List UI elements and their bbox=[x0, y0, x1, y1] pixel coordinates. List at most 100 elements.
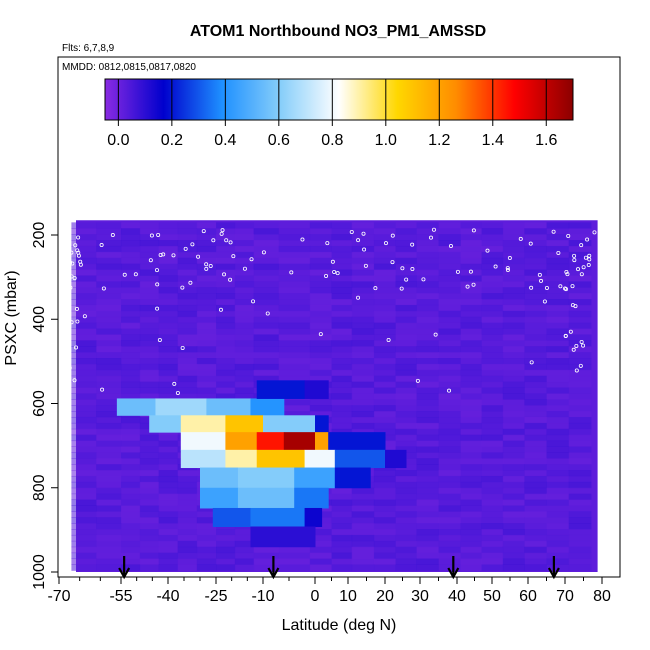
heatmap-cell bbox=[196, 234, 217, 241]
heatmap-cell bbox=[481, 458, 504, 465]
heatmap-cell bbox=[216, 393, 236, 400]
heatmap-cell bbox=[351, 416, 375, 424]
heatmap-cell bbox=[568, 428, 592, 436]
heatmap-cell bbox=[481, 552, 504, 560]
heatmap-cell bbox=[253, 257, 280, 265]
heatmap-cell bbox=[438, 275, 461, 282]
heatmap-cell bbox=[438, 440, 461, 447]
heatmap-cell bbox=[71, 470, 97, 477]
heatmap-cell bbox=[253, 228, 280, 235]
heatmap-cell bbox=[96, 352, 122, 359]
heatmap-cell bbox=[71, 363, 97, 371]
heatmap-cell bbox=[481, 287, 504, 294]
heatmap-cell bbox=[416, 363, 439, 371]
heatmap-cell bbox=[351, 422, 375, 430]
observation-marker bbox=[211, 238, 216, 243]
heatmap-cell bbox=[373, 234, 396, 241]
heatmap-cell bbox=[331, 416, 353, 424]
colorbar-tick-label: 0.0 bbox=[107, 132, 129, 149]
heatmap-cell bbox=[568, 458, 592, 465]
heatmap-cell bbox=[96, 405, 122, 412]
heatmap-cell bbox=[96, 251, 122, 259]
heatmap-cell bbox=[216, 375, 236, 383]
heatmap-cell bbox=[502, 464, 525, 471]
observation-marker bbox=[78, 262, 83, 267]
observation-marker bbox=[261, 250, 266, 255]
heatmap-cell bbox=[460, 263, 482, 271]
heatmap-cell bbox=[395, 440, 417, 447]
heatmap-cell bbox=[351, 316, 375, 324]
heatmap-cell bbox=[546, 470, 570, 477]
heatmap-cell bbox=[121, 263, 141, 271]
heatmap-cell bbox=[331, 487, 353, 495]
heatmap-cell bbox=[294, 487, 329, 509]
heatmap-cell bbox=[373, 275, 396, 282]
heatmap-cell bbox=[71, 416, 97, 424]
heatmap-cell bbox=[71, 358, 97, 365]
observation-marker bbox=[300, 237, 305, 242]
heatmap-cell bbox=[438, 564, 461, 571]
heatmap-cell bbox=[524, 228, 547, 235]
heatmap-cell bbox=[568, 263, 592, 271]
heatmap-cell bbox=[568, 381, 592, 388]
heatmap-cell bbox=[71, 422, 97, 430]
heatmap-cell bbox=[395, 263, 417, 271]
observation-marker bbox=[447, 388, 452, 393]
heatmap-cell bbox=[568, 228, 592, 235]
heatmap-cell bbox=[460, 399, 482, 406]
heatmap-cell bbox=[351, 346, 375, 353]
observation-marker bbox=[325, 241, 330, 246]
observation-marker bbox=[539, 278, 544, 283]
heatmap-cell bbox=[71, 452, 97, 459]
heatmap-cell bbox=[416, 517, 439, 524]
heatmap-cell bbox=[546, 399, 570, 406]
observation-marker bbox=[583, 255, 588, 260]
heatmap-cell bbox=[438, 358, 461, 365]
heatmap-cell bbox=[438, 257, 461, 265]
observation-marker bbox=[404, 277, 409, 282]
observation-marker bbox=[563, 286, 568, 291]
heatmap-cell bbox=[395, 493, 417, 501]
heatmap-cell bbox=[546, 546, 570, 554]
heatmap-cell bbox=[196, 316, 217, 324]
heatmap-cell bbox=[309, 257, 332, 265]
heatmap-cell bbox=[524, 358, 547, 365]
heatmap-cell bbox=[309, 293, 332, 300]
heatmap-cell bbox=[121, 475, 141, 483]
heatmap-cell bbox=[568, 340, 592, 347]
heatmap-cell bbox=[524, 464, 547, 471]
heatmap-cell bbox=[71, 546, 97, 554]
heatmap-cell bbox=[373, 240, 396, 247]
heatmap-cell bbox=[524, 405, 547, 412]
heatmap-cell bbox=[460, 564, 482, 571]
heatmap-cell bbox=[177, 552, 198, 560]
heatmap-cell bbox=[524, 540, 547, 548]
heatmap-cell bbox=[253, 287, 280, 294]
heatmap-cell bbox=[524, 422, 547, 430]
heatmap-cell bbox=[395, 346, 417, 353]
heatmap-cell bbox=[351, 558, 375, 565]
observation-marker bbox=[330, 259, 335, 264]
heatmap-cell bbox=[395, 251, 417, 259]
heatmap-cell bbox=[158, 299, 179, 306]
heatmap-cell bbox=[234, 340, 255, 347]
heatmap-cell bbox=[71, 245, 97, 253]
heatmap-cell bbox=[568, 352, 592, 359]
heatmap-cell bbox=[438, 458, 461, 465]
heatmap-cell bbox=[309, 222, 332, 229]
heatmap-cell bbox=[309, 399, 332, 406]
heatmap-cell bbox=[250, 507, 306, 528]
heatmap-cell bbox=[234, 375, 255, 383]
heatmap-cell bbox=[139, 558, 160, 565]
heatmap-cell bbox=[121, 234, 141, 241]
heatmap-cell bbox=[524, 434, 547, 442]
heatmap-cell bbox=[373, 470, 396, 477]
heatmap-cell bbox=[158, 287, 179, 294]
observation-marker bbox=[579, 339, 584, 344]
heatmap-cell bbox=[373, 517, 396, 524]
heatmap-cell bbox=[331, 240, 353, 247]
heatmap-cell bbox=[502, 422, 525, 430]
heatmap-cell bbox=[234, 304, 255, 312]
heatmap-cell bbox=[158, 275, 179, 282]
observation-marker bbox=[579, 243, 584, 248]
